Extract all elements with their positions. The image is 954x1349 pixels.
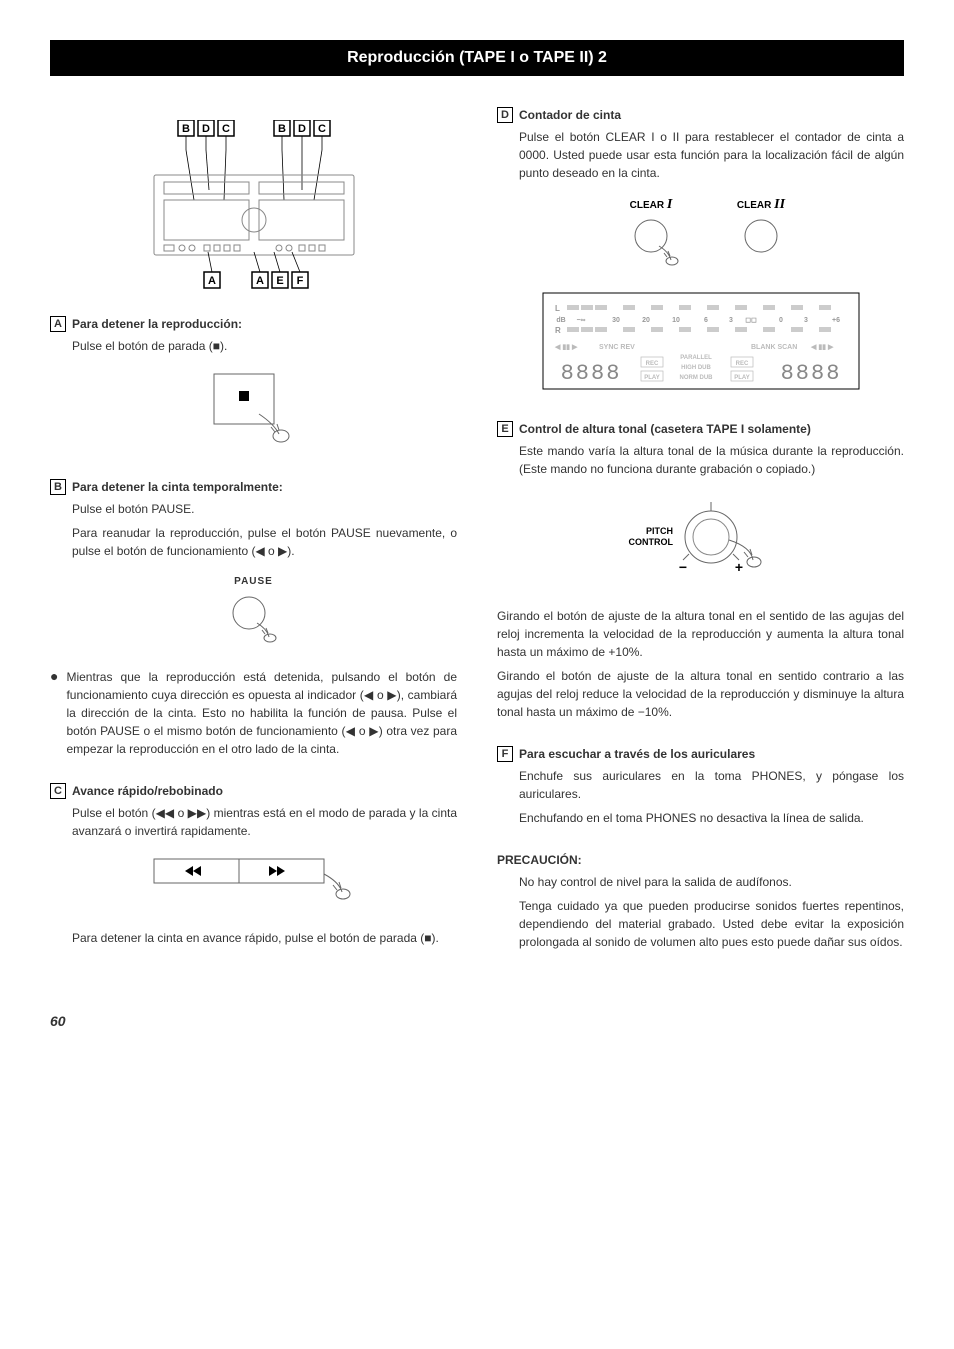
letter-f-box: F xyxy=(497,746,513,762)
svg-text:PITCH: PITCH xyxy=(646,526,673,536)
section-d-head: Contador de cinta xyxy=(519,106,621,124)
svg-text:HIGH DUB: HIGH DUB xyxy=(681,365,711,371)
letter-b-box: B xyxy=(50,479,66,495)
section-c-p2: Para detener la cinta en avance rápido, … xyxy=(50,929,457,947)
clear-buttons-fig: CLEAR I CLEAR II xyxy=(497,196,904,271)
caution-p2: Tenga cuidado ya que pueden producirse s… xyxy=(497,897,904,951)
svg-text:L: L xyxy=(555,304,560,313)
svg-text:dB: dB xyxy=(556,317,565,324)
letter-d-box: D xyxy=(497,107,513,123)
svg-text:6: 6 xyxy=(704,317,708,324)
svg-text:REC: REC xyxy=(735,361,748,367)
svg-text:8888: 8888 xyxy=(780,361,841,386)
ffwd-rew-fig xyxy=(50,854,457,909)
section-f: F Para escuchar a través de los auricula… xyxy=(497,745,904,827)
section-b-p1: Pulse el botón PAUSE. xyxy=(50,500,457,518)
pause-label: PAUSE xyxy=(50,574,457,589)
svg-text:PLAY: PLAY xyxy=(644,375,659,381)
two-column-layout: B D C B D C xyxy=(50,106,904,971)
section-e-head: Control de altura tonal (casetera TAPE I… xyxy=(519,420,811,438)
section-b: B Para detener la cinta temporalmente: P… xyxy=(50,478,457,758)
svg-text:10: 10 xyxy=(672,317,680,324)
svg-text:C: C xyxy=(318,123,326,135)
svg-text:3: 3 xyxy=(804,317,808,324)
display-panel-fig: L R dB−∞30201063◻◻03+6 ◀ xyxy=(497,291,904,396)
letter-c-box: C xyxy=(50,783,66,799)
section-a: A Para detener la reproducción: Pulse el… xyxy=(50,315,457,454)
svg-text:+: + xyxy=(734,559,742,575)
svg-text:CONTROL: CONTROL xyxy=(628,537,673,547)
svg-text:−: − xyxy=(678,559,686,575)
svg-text:CLEAR I: CLEAR I xyxy=(629,197,672,212)
page-number: 60 xyxy=(50,1011,904,1032)
svg-text:B: B xyxy=(182,123,190,135)
svg-text:+6: +6 xyxy=(832,317,840,324)
section-a-p1: Pulse el botón de parada (■). xyxy=(50,337,457,355)
svg-text:E: E xyxy=(276,275,283,287)
svg-text:D: D xyxy=(202,123,210,135)
section-e-p3: Girando el botón de ajuste de la altura … xyxy=(497,667,904,721)
svg-text:8888: 8888 xyxy=(560,361,621,386)
svg-text:A: A xyxy=(208,275,216,287)
device-diagram: B D C B D C xyxy=(50,120,457,295)
svg-text:PLAY: PLAY xyxy=(734,375,749,381)
section-f-p2: Enchufando en el toma PHONES no desactiv… xyxy=(497,809,904,827)
svg-text:BLANK SCAN: BLANK SCAN xyxy=(751,344,797,351)
section-e: E Control de altura tonal (casetera TAPE… xyxy=(497,420,904,721)
section-c: C Avance rápido/rebobinado Pulse el botó… xyxy=(50,782,457,947)
svg-text:◻◻: ◻◻ xyxy=(745,317,757,324)
section-c-head: Avance rápido/rebobinado xyxy=(72,782,223,800)
caution-p1: No hay control de nivel para la salida d… xyxy=(497,873,904,891)
svg-text:F: F xyxy=(296,275,303,287)
section-e-p2: Girando el botón de ajuste de la altura … xyxy=(497,607,904,661)
svg-text:CLEAR II: CLEAR II xyxy=(736,197,785,212)
svg-text:3: 3 xyxy=(729,317,733,324)
svg-text:0: 0 xyxy=(779,317,783,324)
svg-text:B: B xyxy=(278,123,286,135)
caution-block: PRECAUCIÓN: No hay control de nivel para… xyxy=(497,851,904,951)
svg-text:◀ ▮▮ ▶: ◀ ▮▮ ▶ xyxy=(810,344,834,351)
right-column: D Contador de cinta Pulse el botón CLEAR… xyxy=(497,106,904,971)
svg-text:◀ ▮▮ ▶: ◀ ▮▮ ▶ xyxy=(554,344,578,351)
svg-text:REC: REC xyxy=(645,361,658,367)
section-c-p1: Pulse el botón (◀◀ o ▶▶) mientras está e… xyxy=(50,804,457,840)
svg-text:SYNC REV: SYNC REV xyxy=(599,344,635,351)
pause-button-fig: PAUSE xyxy=(50,574,457,648)
svg-text:C: C xyxy=(222,123,230,135)
svg-text:PARALLEL: PARALLEL xyxy=(680,355,712,361)
svg-text:20: 20 xyxy=(642,317,650,324)
section-b-head: Para detener la cinta temporalmente: xyxy=(72,478,283,496)
section-b-bullet: ● Mientras que la reproducción está dete… xyxy=(50,668,457,758)
title-bar: Reproducción (TAPE I o TAPE II) 2 xyxy=(50,40,904,76)
section-b-p2: Para reanudar la reproducción, pulse el … xyxy=(50,524,457,560)
svg-text:NORM DUB: NORM DUB xyxy=(679,375,713,381)
letter-e-box: E xyxy=(497,421,513,437)
section-d-p1: Pulse el botón CLEAR I o II para restabl… xyxy=(497,128,904,182)
section-a-head: Para detener la reproducción: xyxy=(72,315,242,333)
section-e-p1: Este mando varía la altura tonal de la m… xyxy=(497,442,904,478)
section-b-bullet-text: Mientras que la reproducción está deteni… xyxy=(66,668,457,758)
section-f-head: Para escuchar a través de los auriculare… xyxy=(519,745,755,763)
svg-text:D: D xyxy=(298,123,306,135)
svg-text:−∞: −∞ xyxy=(576,317,585,324)
svg-text:A: A xyxy=(256,275,264,287)
left-column: B D C B D C xyxy=(50,106,457,971)
section-d: D Contador de cinta Pulse el botón CLEAR… xyxy=(497,106,904,396)
section-f-p1: Enchufe sus auriculares en la toma PHONE… xyxy=(497,767,904,803)
svg-text:R: R xyxy=(555,326,561,335)
bullet-icon: ● xyxy=(50,668,58,758)
letter-a-box: A xyxy=(50,316,66,332)
svg-text:30: 30 xyxy=(612,317,620,324)
stop-button-fig xyxy=(50,369,457,454)
pitch-knob-fig: PITCH CONTROL − + xyxy=(497,492,904,587)
caution-head: PRECAUCIÓN: xyxy=(497,851,904,869)
